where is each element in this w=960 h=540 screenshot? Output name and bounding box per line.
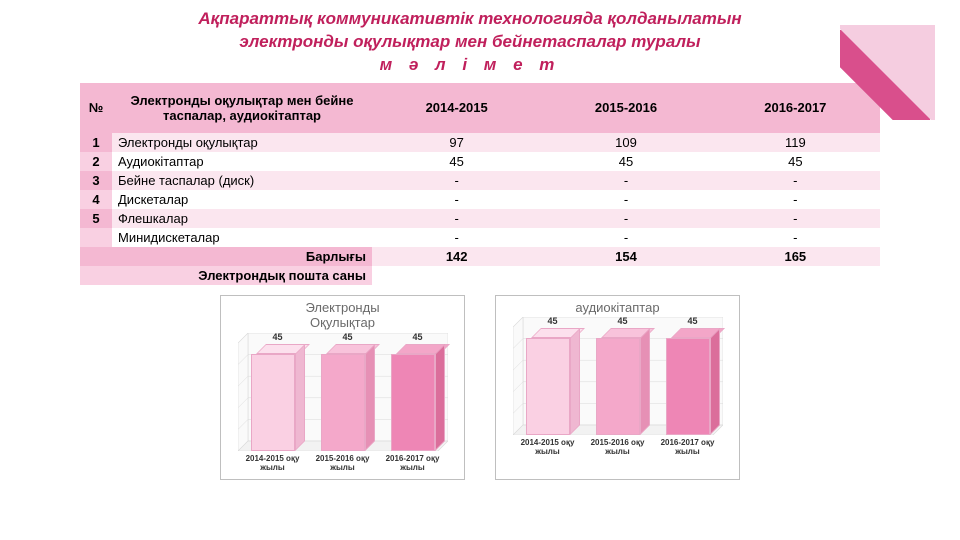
row-val-y2: - xyxy=(541,190,710,209)
col-number-header: № xyxy=(80,83,112,133)
bar-value-label: 45 xyxy=(391,332,445,342)
email-label: Электрондық пошта саны xyxy=(80,266,372,285)
row-val-y3: - xyxy=(711,190,880,209)
chart-elektrondy-okulyktar: Электронды Оқулықтар 45 45 45 2014-2015 оқ… xyxy=(220,295,465,480)
row-val-y2: - xyxy=(541,171,710,190)
row-val-y2: - xyxy=(541,228,710,247)
bar-value-label: 45 xyxy=(251,332,305,342)
row-name: Флешкалар xyxy=(112,209,372,228)
table-header-row: № Электронды оқулықтар мен бейне таспала… xyxy=(80,83,880,133)
row-val-y3: - xyxy=(711,171,880,190)
bar-value-label: 45 xyxy=(596,316,650,326)
title-line-3: м ә л і м е т xyxy=(380,55,561,74)
row-val-y1: - xyxy=(372,228,541,247)
row-val-y1: - xyxy=(372,171,541,190)
chart-bar: 45 xyxy=(526,338,570,435)
x-axis-label: 2015-2016 оқу жылы xyxy=(313,455,373,473)
x-axis-label: 2016-2017 оқу жылы xyxy=(658,439,718,457)
title-line-1: Ақпараттық коммуникативтік технологияда … xyxy=(198,9,741,28)
row-number: 5 xyxy=(80,209,112,228)
row-val-y1: 45 xyxy=(372,152,541,171)
row-val-y2: 45 xyxy=(541,152,710,171)
data-table: № Электронды оқулықтар мен бейне таспала… xyxy=(80,83,880,285)
row-name: Минидискеталар xyxy=(112,228,372,247)
col-year2-header: 2015-2016 xyxy=(541,83,710,133)
x-axis-label: 2015-2016 оқу жылы xyxy=(588,439,648,457)
table-row: 4Дискеталар--- xyxy=(80,190,880,209)
x-axis-label: 2016-2017 оқу жылы xyxy=(383,455,443,473)
col-year1-header: 2014-2015 xyxy=(372,83,541,133)
table-row: 5Флешкалар--- xyxy=(80,209,880,228)
row-val-y3: - xyxy=(711,228,880,247)
table-row: 1Электронды оқулықтар97109119 xyxy=(80,133,880,152)
row-number xyxy=(80,228,112,247)
chart-bar: 45 xyxy=(251,354,295,451)
row-name: Дискеталар xyxy=(112,190,372,209)
col-name-header: Электронды оқулықтар мен бейне таспалар,… xyxy=(112,83,372,133)
row-name: Аудиокітаптар xyxy=(112,152,372,171)
chart2-bars: 45 45 45 xyxy=(513,317,723,435)
row-val-y2: - xyxy=(541,209,710,228)
x-axis-label: 2014-2015 оқу жылы xyxy=(243,455,303,473)
row-val-y1: - xyxy=(372,209,541,228)
chart1-xlabels: 2014-2015 оқу жылы 2015-2016 оқу жылы 2016… xyxy=(238,455,448,473)
table-row: 2Аудиокітаптар454545 xyxy=(80,152,880,171)
row-val-y1: 97 xyxy=(372,133,541,152)
total-label: Барлығы xyxy=(80,247,372,266)
row-number: 4 xyxy=(80,190,112,209)
title-line-2: электронды оқулықтар мен бейнетаспалар т… xyxy=(239,32,700,51)
row-name: Бейне таспалар (диск) xyxy=(112,171,372,190)
page-title: Ақпараттық коммуникативтік технологияда … xyxy=(0,0,960,77)
total-y1: 142 xyxy=(372,247,541,266)
row-val-y1: - xyxy=(372,190,541,209)
row-number: 1 xyxy=(80,133,112,152)
row-val-y2: 109 xyxy=(541,133,710,152)
table-row: Минидискеталар--- xyxy=(80,228,880,247)
chart-bar: 45 xyxy=(666,338,710,435)
row-val-y3: 45 xyxy=(711,152,880,171)
table-total-row: Барлығы142154165 xyxy=(80,247,880,266)
chart1-bars: 45 45 45 xyxy=(238,333,448,451)
table-row: 3Бейне таспалар (диск)--- xyxy=(80,171,880,190)
row-number: 3 xyxy=(80,171,112,190)
bar-value-label: 45 xyxy=(526,316,580,326)
row-val-y3: 119 xyxy=(711,133,880,152)
chart-bar: 45 xyxy=(596,338,640,435)
bar-value-label: 45 xyxy=(321,332,375,342)
row-number: 2 xyxy=(80,152,112,171)
row-name: Электронды оқулықтар xyxy=(112,133,372,152)
corner-decoration xyxy=(840,0,960,120)
row-val-y3: - xyxy=(711,209,880,228)
total-y2: 154 xyxy=(541,247,710,266)
chart2-xlabels: 2014-2015 оқу жылы 2015-2016 оқу жылы 2016… xyxy=(513,439,723,457)
chart1-title: Электронды Оқулықтар xyxy=(305,296,379,333)
x-axis-label: 2014-2015 оқу жылы xyxy=(518,439,578,457)
chart-bar: 45 xyxy=(391,354,435,451)
chart-bar: 45 xyxy=(321,354,365,451)
table-email-row: Электрондық пошта саны xyxy=(80,266,880,285)
chart-audiokitaptar: аудиокітаптар 454545 2014-2015 оқу жылы2… xyxy=(495,295,740,480)
total-y3: 165 xyxy=(711,247,880,266)
bar-value-label: 45 xyxy=(666,316,720,326)
chart2-title: аудиокітаптар xyxy=(575,296,659,318)
